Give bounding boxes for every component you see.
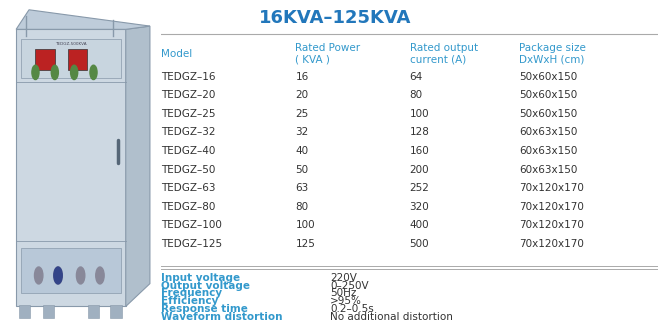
Text: 60x63x150: 60x63x150 [519, 146, 577, 156]
FancyBboxPatch shape [16, 29, 126, 306]
FancyBboxPatch shape [68, 49, 87, 70]
Text: No additional distortion: No additional distortion [330, 312, 453, 322]
Circle shape [76, 267, 85, 284]
Text: 100: 100 [409, 109, 429, 119]
Text: TEDGZ–100: TEDGZ–100 [161, 220, 222, 230]
Circle shape [51, 65, 59, 80]
Text: 20: 20 [295, 90, 309, 100]
Text: TEDGZ–32: TEDGZ–32 [161, 127, 216, 137]
Text: 64: 64 [409, 72, 423, 82]
Text: Response time: Response time [161, 304, 248, 314]
Text: 125: 125 [295, 239, 315, 249]
Text: 16KVA–125KVA: 16KVA–125KVA [259, 9, 411, 27]
Circle shape [90, 65, 97, 80]
Text: 25: 25 [295, 109, 309, 119]
Text: TEDGZ–50: TEDGZ–50 [161, 165, 216, 174]
Text: 63: 63 [295, 183, 309, 193]
Circle shape [96, 267, 104, 284]
Text: 50x60x150: 50x60x150 [519, 109, 577, 119]
Circle shape [54, 267, 63, 284]
Text: TEDGZ–40: TEDGZ–40 [161, 146, 216, 156]
FancyBboxPatch shape [21, 39, 121, 78]
Text: Model: Model [161, 49, 192, 59]
Text: 70x120x170: 70x120x170 [519, 183, 584, 193]
Text: 50Hz: 50Hz [330, 289, 357, 298]
FancyBboxPatch shape [18, 305, 30, 318]
Text: 0.2–0.5s: 0.2–0.5s [330, 304, 374, 314]
Text: 16: 16 [295, 72, 309, 82]
Circle shape [70, 65, 78, 80]
Text: TEDGZ–63: TEDGZ–63 [161, 183, 216, 193]
Text: TEDGZ–16: TEDGZ–16 [161, 72, 216, 82]
Text: 100: 100 [295, 220, 315, 230]
Text: 160: 160 [409, 146, 430, 156]
Circle shape [34, 267, 43, 284]
FancyBboxPatch shape [43, 305, 54, 318]
Text: 320: 320 [409, 202, 430, 212]
Text: 60x63x150: 60x63x150 [519, 127, 577, 137]
Text: 500: 500 [409, 239, 429, 249]
Text: 128: 128 [409, 127, 430, 137]
Text: TEDGZ–125: TEDGZ–125 [161, 239, 222, 249]
FancyBboxPatch shape [36, 49, 55, 70]
Text: Rated output
current (A): Rated output current (A) [409, 43, 478, 65]
Text: Input voltage: Input voltage [161, 273, 240, 283]
FancyBboxPatch shape [21, 248, 121, 293]
Text: Waveform distortion: Waveform distortion [161, 312, 283, 322]
Polygon shape [16, 10, 150, 29]
Text: 400: 400 [409, 220, 429, 230]
Text: 0–250V: 0–250V [330, 281, 368, 290]
Text: 40: 40 [295, 146, 309, 156]
Text: 32: 32 [295, 127, 309, 137]
Text: Rated Power
( KVA ): Rated Power ( KVA ) [295, 43, 361, 65]
Circle shape [54, 267, 63, 284]
Text: Frequency: Frequency [161, 289, 222, 298]
Text: TEDGZ–80: TEDGZ–80 [161, 202, 216, 212]
Text: 70x120x170: 70x120x170 [519, 239, 584, 249]
Text: Output voltage: Output voltage [161, 281, 250, 290]
Text: 70x120x170: 70x120x170 [519, 202, 584, 212]
Text: TEDGZ–20: TEDGZ–20 [161, 90, 216, 100]
Text: TEDGZ–25: TEDGZ–25 [161, 109, 216, 119]
FancyBboxPatch shape [111, 305, 122, 318]
Text: 50x60x150: 50x60x150 [519, 90, 577, 100]
Text: 60x63x150: 60x63x150 [519, 165, 577, 174]
Text: 70x120x170: 70x120x170 [519, 220, 584, 230]
Polygon shape [126, 26, 150, 306]
Text: 50: 50 [295, 165, 309, 174]
FancyBboxPatch shape [88, 305, 99, 318]
Text: 220V: 220V [330, 273, 357, 283]
Text: 50x60x150: 50x60x150 [519, 72, 577, 82]
Text: Package size
DxWxH (cm): Package size DxWxH (cm) [519, 43, 586, 65]
Text: 80: 80 [295, 202, 309, 212]
Text: >95%: >95% [330, 296, 362, 306]
Text: 80: 80 [409, 90, 422, 100]
Text: TEDGZ-500KVA: TEDGZ-500KVA [55, 42, 87, 46]
Text: 200: 200 [409, 165, 429, 174]
Text: Efficiency: Efficiency [161, 296, 218, 306]
Text: 252: 252 [409, 183, 430, 193]
Circle shape [32, 65, 39, 80]
